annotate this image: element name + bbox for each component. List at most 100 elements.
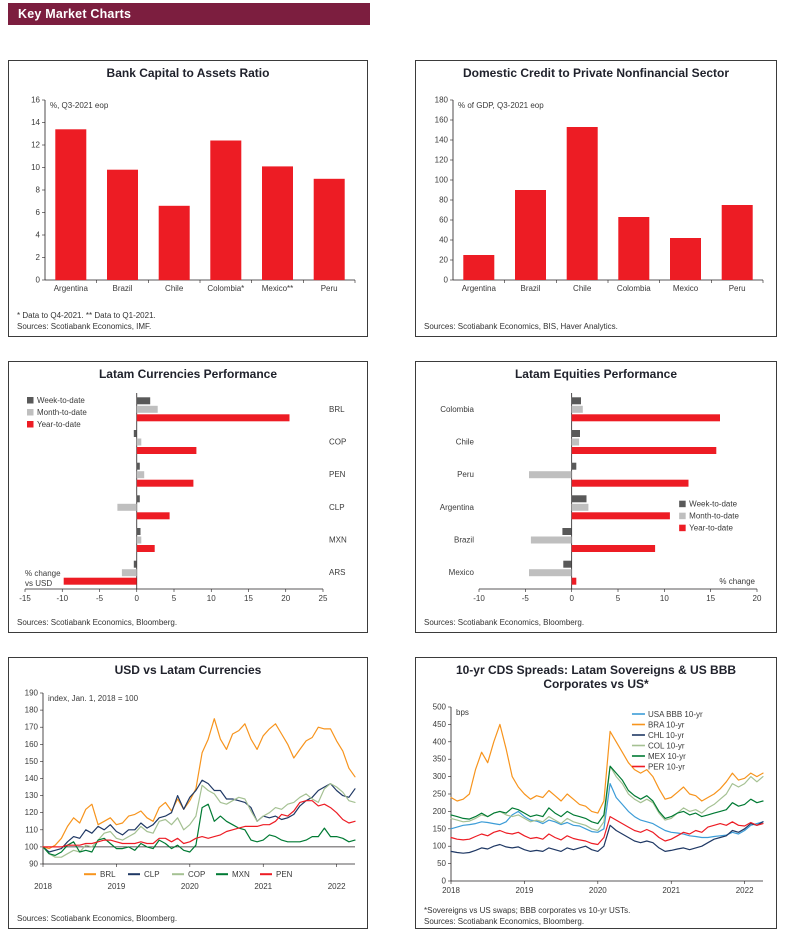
legend-label: COP <box>188 870 205 879</box>
chart-notes: Sources: Scotiabank Economics, Bloomberg… <box>15 913 361 924</box>
hbar-Colombia-Month-to-date <box>571 405 583 413</box>
hbar-Colombia-Year-to-date <box>571 414 720 422</box>
panel-cds-spreads: 10-yr CDS Spreads: Latam Sovereigns & US… <box>415 657 777 929</box>
category-label: Peru <box>729 284 746 293</box>
hbar-Brazil-Week-to-date <box>562 527 572 535</box>
latam-equities-performance-chart: -10 -5 0 5 10 15 20 Colombia Chile Peru Argentina B… <box>440 392 762 603</box>
axis-label: 190 <box>25 688 39 697</box>
axis-label: 8 <box>36 185 41 194</box>
page-title: Key Market Charts <box>18 7 132 21</box>
hbar-ARS-Month-to-date <box>121 568 137 576</box>
bar-Chile <box>566 126 598 280</box>
bar-Brazil <box>515 189 546 280</box>
axis-label: 20 <box>281 594 290 603</box>
hbar-Colombia-Week-to-date <box>571 397 581 405</box>
hbar-ARS-Year-to-date <box>63 577 137 585</box>
axis-label: 20 <box>439 255 448 264</box>
legend-label: CHL 10-yr <box>648 731 684 740</box>
hbar-Peru-Month-to-date <box>529 470 572 478</box>
axis-label: 2021 <box>254 882 272 891</box>
hbar-PEN-Year-to-date <box>136 479 194 487</box>
hbar-BRL-Week-to-date <box>136 397 151 405</box>
hbar-Argentina-Year-to-date <box>571 512 670 520</box>
chart-title: 10-yr CDS Spreads: Latam Sovereigns & US… <box>455 663 737 691</box>
category-label: Brazil <box>112 284 132 293</box>
axis-unit-label: % of GDP, Q3-2021 eop <box>458 101 544 110</box>
hbar-Chile-Month-to-date <box>571 438 580 446</box>
axis-label: -5 <box>96 594 104 603</box>
axis-label: 60 <box>439 215 448 224</box>
axis-label: 2019 <box>516 886 534 895</box>
axis-unit-label: %, Q3-2021 eop <box>50 101 109 110</box>
bar-Argentina <box>463 254 495 280</box>
axis-label: 6 <box>36 208 41 217</box>
domestic-credit-chart: 0 20 40 60 80 100 120 140 160 180 Argentina Brazil C… <box>435 95 764 293</box>
axis-label: 0 <box>135 594 140 603</box>
hbar-BRL-Year-to-date <box>136 414 290 422</box>
axis-label: 160 <box>25 740 39 749</box>
line-MXN <box>42 803 356 856</box>
hbar-Mexico-Month-to-date <box>529 568 572 576</box>
panel-usd-vs-latam-currencies: USD vs Latam Currencies 90 100 110 120 130 14… <box>8 657 368 929</box>
hbar-COP-Week-to-date <box>133 429 137 437</box>
corner-label: % change <box>25 569 61 578</box>
legend-swatch <box>679 512 686 519</box>
axis-label: 100 <box>435 175 449 184</box>
axis-label: 180 <box>25 705 39 714</box>
hbar-Peru-Week-to-date <box>571 462 577 470</box>
page-header: Key Market Charts <box>8 3 370 25</box>
bar-Chile <box>158 205 190 280</box>
line-MEX 10-yr <box>450 765 764 824</box>
axis-label: 2019 <box>108 882 126 891</box>
axis-label: 150 <box>433 824 447 833</box>
category-label: Peru <box>321 284 338 293</box>
axis-label: 140 <box>435 135 449 144</box>
axis-label: 0 <box>569 594 574 603</box>
legend-swatch <box>27 408 34 416</box>
axis-label: 10 <box>207 594 216 603</box>
category-label: ARS <box>329 568 345 577</box>
line-USA BBB 10-yr <box>450 782 764 838</box>
axis-label: 15 <box>244 594 253 603</box>
hbar-Argentina-Week-to-date <box>571 495 587 503</box>
chart-footnote: *Sovereigns vs US swaps; BBB corporates … <box>424 905 631 915</box>
axis-label: 170 <box>25 722 39 731</box>
corner-label: % change <box>719 577 755 586</box>
axis-label: 2022 <box>736 886 754 895</box>
axis-label: 25 <box>319 594 328 603</box>
hbar-Chile-Year-to-date <box>571 446 717 454</box>
axis-label: 450 <box>433 719 447 728</box>
axis-label: 350 <box>433 754 447 763</box>
axis-label: 130 <box>25 791 39 800</box>
axis-label: 5 <box>172 594 177 603</box>
chart-notes: Sources: Scotiabank Economics, Bloomberg… <box>422 617 770 628</box>
usd-vs-latam-currencies-chart: 90 100 110 120 130 140 150 160 170 180 190 2018 2019… <box>25 688 356 891</box>
line-PER 10-yr <box>450 815 764 845</box>
line-COP <box>42 782 356 858</box>
bar-Peru <box>721 204 753 280</box>
axis-label: -5 <box>522 594 530 603</box>
axis-label: 80 <box>439 195 448 204</box>
axis-label: -10 <box>56 594 68 603</box>
latam-currencies-performance-chart: -15 -10 -5 0 5 10 15 20 25 BRL COP PEN CLP MXN ARS Week… <box>19 392 347 603</box>
panel-latam-currencies-performance: Latam Currencies Performance -15 -10 -5 0 5 1… <box>8 361 368 633</box>
line-PEN <box>42 799 356 848</box>
axis-label: 2018 <box>34 882 52 891</box>
axis-label: 90 <box>29 859 38 868</box>
legend-label: PEN <box>276 870 293 879</box>
hbar-Mexico-Year-to-date <box>571 577 577 585</box>
legend-swatch <box>27 420 34 428</box>
axis-label: 150 <box>25 757 39 766</box>
legend-label: BRA 10-yr <box>648 720 685 729</box>
axis-label: 14 <box>31 118 40 127</box>
legend-label: USA BBB 10-yr <box>648 710 703 719</box>
bar-Mexico** <box>262 166 293 280</box>
hbar-COP-Year-to-date <box>136 446 197 454</box>
bar-Peru <box>313 178 345 280</box>
axis-label: 40 <box>439 235 448 244</box>
category-label: Chile <box>456 437 475 446</box>
axis-label: 110 <box>25 825 38 834</box>
chart-notes: Sources: Scotiabank Economics, Bloomberg… <box>15 617 361 628</box>
axis-label: 50 <box>437 859 446 868</box>
axis-label: -15 <box>19 594 31 603</box>
